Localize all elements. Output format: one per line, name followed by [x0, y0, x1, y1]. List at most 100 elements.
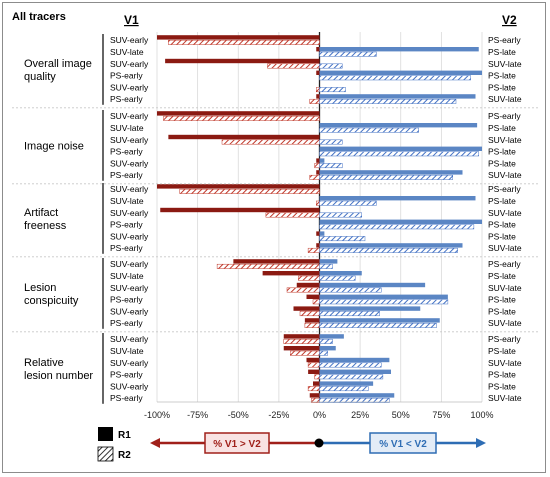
- row-label-right: SUV-late: [488, 318, 522, 328]
- row-label-left: SUV-late: [110, 123, 144, 133]
- row-label-left: PS-early: [110, 94, 143, 104]
- row-label-right: SUV-late: [488, 393, 522, 403]
- bar-r2-right: [319, 299, 449, 305]
- bar-r1-left: [262, 271, 320, 276]
- row-label-left: SUV-late: [110, 196, 144, 206]
- row-label-right: PS-late: [488, 220, 516, 230]
- row-label-left: SUV-early: [110, 111, 149, 121]
- bar-r2-left: [299, 311, 320, 317]
- row-label-right: PS-late: [488, 71, 516, 81]
- bar-r1-right: [319, 346, 336, 351]
- bar-r1-left: [296, 282, 320, 288]
- bar-r1-left: [316, 243, 320, 248]
- bar-r2-right: [319, 75, 471, 81]
- bar-r2-left: [216, 263, 320, 269]
- bar-r1-right: [319, 231, 325, 236]
- bar-r1-left: [316, 70, 320, 75]
- legend-r2-label: R2: [118, 450, 131, 461]
- left-arrowhead-icon: [150, 438, 160, 448]
- bar-r1-right: [319, 94, 476, 99]
- x-axis: -100% -75% -50% -25% 0% 25% 50% 75% 100%: [144, 401, 494, 420]
- bar-r1-left: [160, 207, 320, 213]
- legend-r1-label: R1: [118, 430, 131, 441]
- row-label-right: PS-late: [488, 196, 516, 206]
- row-label-left: SUV-early: [110, 135, 149, 145]
- bar-r1-left: [168, 134, 320, 140]
- row-label-right: PS-late: [488, 147, 516, 157]
- bar-r2-right: [319, 98, 457, 104]
- bar-r1-right: [319, 219, 482, 224]
- row-label-left: SUV-early: [110, 381, 149, 391]
- row-label-right: SUV-late: [488, 135, 522, 145]
- group-label: conspicuity: [24, 295, 79, 307]
- left-column-header: V1: [124, 13, 139, 27]
- chart-title: All tracers: [12, 11, 66, 23]
- bar-r1-right: [319, 243, 463, 248]
- bar-r1-right: [319, 196, 476, 201]
- bar-r2-right: [319, 247, 458, 253]
- group-label: freeness: [24, 220, 67, 232]
- right-arrow-label: % V1 < V2: [379, 439, 427, 450]
- row-label-left: SUV-early: [110, 259, 149, 269]
- bar-r2-left: [316, 87, 320, 93]
- row-label-left: PS-early: [110, 370, 143, 380]
- group-label: Lesion: [24, 282, 56, 294]
- row-label-left: SUV-early: [110, 231, 149, 241]
- bar-r1-right: [319, 318, 440, 323]
- group-label: Image noise: [24, 140, 84, 152]
- x-tick-label: -75%: [187, 410, 208, 420]
- bar-r1-right: [319, 259, 338, 264]
- row-label-right: SUV-late: [488, 59, 522, 69]
- row-label-left: SUV-early: [110, 59, 149, 69]
- bar-r2-right: [319, 374, 384, 380]
- bars: [157, 35, 482, 403]
- bar-r2-left: [163, 115, 320, 121]
- row-label-right: SUV-late: [488, 170, 522, 180]
- bar-r1-left: [233, 259, 320, 264]
- bar-r1-right: [319, 381, 374, 386]
- bar-r2-right: [319, 87, 346, 93]
- row-label-right: PS-early: [488, 259, 521, 269]
- bar-r1-right: [319, 47, 479, 52]
- bar-r2-left: [307, 247, 320, 253]
- bar-r1-right: [319, 393, 395, 398]
- x-tick-label: -100%: [144, 410, 170, 420]
- row-label-left: SUV-early: [110, 208, 149, 218]
- bar-r1-left: [157, 111, 320, 116]
- bar-r2-right: [319, 275, 356, 281]
- x-tick-label: 50%: [392, 410, 410, 420]
- bar-r2-left: [307, 386, 320, 392]
- bar-r2-left: [314, 374, 320, 380]
- bar-r1-left: [304, 318, 320, 323]
- bar-r2-right: [319, 287, 382, 293]
- bar-r2-right: [319, 362, 382, 368]
- group-label: Relative: [24, 357, 64, 369]
- bar-r2-left: [309, 98, 320, 104]
- bar-r1-left: [157, 184, 320, 189]
- bar-r2-left: [286, 287, 320, 293]
- row-label-left: PS-early: [110, 147, 143, 157]
- bar-r1-left: [308, 369, 320, 374]
- row-label-right: PS-late: [488, 158, 516, 168]
- bar-r2-left: [290, 350, 320, 356]
- bar-r2-right: [319, 311, 380, 317]
- x-tick-label: 75%: [432, 410, 450, 420]
- zero-point-marker: [314, 438, 324, 448]
- bar-r1-left: [283, 346, 320, 351]
- group-label: quality: [24, 71, 56, 83]
- bar-r1-left: [309, 393, 320, 398]
- row-label-right: PS-early: [488, 184, 521, 194]
- row-label-right: PS-early: [488, 35, 521, 45]
- bar-r1-right: [319, 357, 390, 363]
- row-label-left: SUV-early: [110, 306, 149, 316]
- bar-r1-left: [165, 58, 320, 64]
- x-tick-label: -25%: [268, 410, 289, 420]
- x-tick-label: 100%: [470, 410, 493, 420]
- bar-r2-right: [319, 163, 343, 169]
- bar-r2-left: [316, 200, 320, 206]
- left-arrow-label: % V1 > V2: [213, 439, 261, 450]
- bar-r1-left: [283, 334, 320, 339]
- bar-r2-right: [319, 263, 333, 269]
